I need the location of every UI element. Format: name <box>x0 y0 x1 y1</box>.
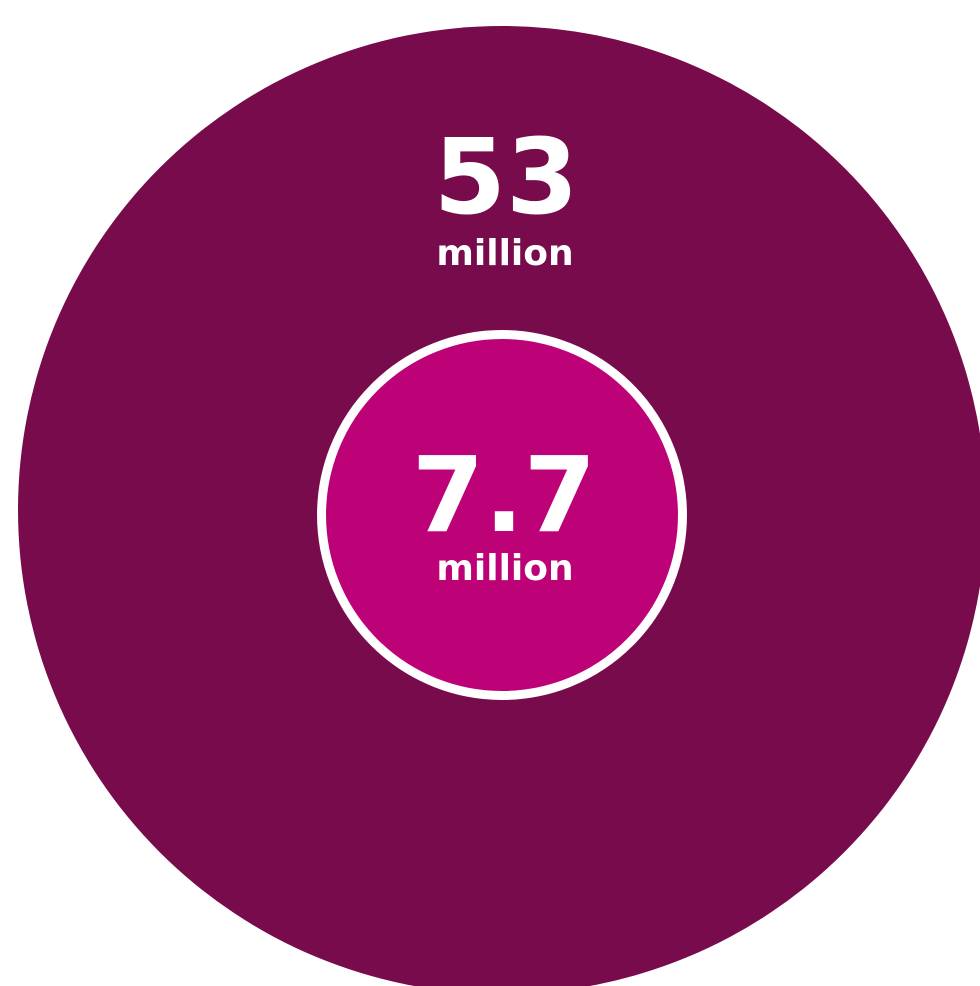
inner-unit-label: million <box>436 548 573 589</box>
inner-value-label: 7.7 <box>412 434 596 556</box>
outer-unit-label: million <box>436 233 573 274</box>
outer-value-label: 53 <box>434 116 579 238</box>
inner-bubble <box>317 330 687 700</box>
